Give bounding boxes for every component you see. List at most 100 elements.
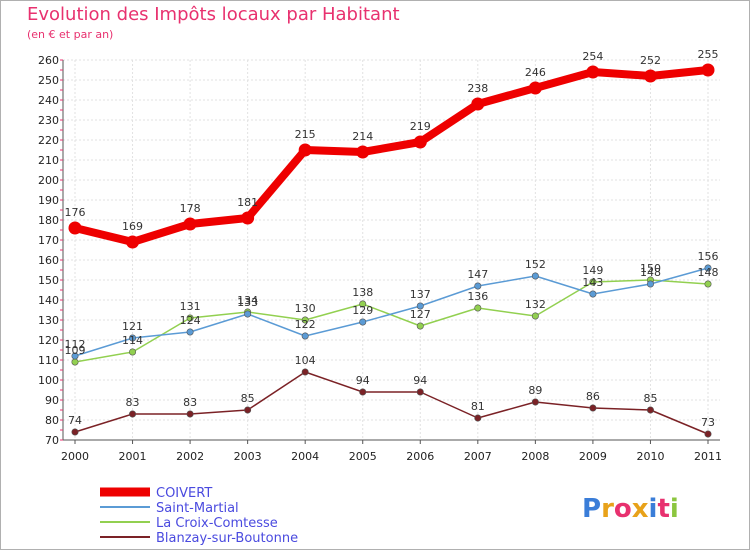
data-point — [244, 310, 252, 318]
x-tick-label: 2005 — [349, 450, 377, 463]
data-point — [531, 272, 539, 280]
y-tick-label: 110 — [38, 354, 59, 367]
data-point — [704, 430, 712, 438]
y-tick-label: 150 — [38, 274, 59, 287]
legend-entry: Saint-Martial — [156, 501, 239, 516]
y-tick-label: 210 — [38, 154, 59, 167]
data-point — [416, 388, 424, 396]
plot-area — [63, 60, 720, 440]
data-point — [301, 368, 309, 376]
x-tick-label: 2004 — [291, 450, 319, 463]
data-point — [704, 280, 712, 288]
data-point — [474, 414, 482, 422]
data-label: 112 — [65, 338, 86, 351]
data-point — [244, 406, 252, 414]
data-label: 219 — [410, 120, 431, 133]
data-point — [359, 318, 367, 326]
legend-entry: COIVERT — [156, 486, 212, 501]
data-label: 136 — [467, 290, 488, 303]
data-label: 94 — [413, 374, 427, 387]
data-label: 137 — [410, 288, 431, 301]
data-label: 130 — [295, 302, 316, 315]
data-point — [71, 352, 79, 360]
data-point — [359, 300, 367, 308]
data-label: 252 — [640, 54, 661, 67]
chart-subtitle: (en € et par an) — [27, 28, 114, 41]
x-tick-label: 2002 — [176, 450, 204, 463]
data-point — [356, 145, 370, 159]
data-label: 215 — [295, 128, 316, 141]
y-tick-label: 80 — [45, 414, 59, 427]
data-point — [126, 235, 140, 249]
data-label: 246 — [525, 66, 546, 79]
y-tick-label: 190 — [38, 194, 59, 207]
data-point — [129, 348, 137, 356]
data-label: 74 — [68, 414, 82, 427]
data-label: 176 — [65, 206, 86, 219]
data-point — [589, 278, 597, 286]
data-label: 148 — [640, 266, 661, 279]
data-label: 178 — [180, 202, 201, 215]
data-point — [301, 332, 309, 340]
x-tick-label: 2008 — [521, 450, 549, 463]
data-point — [474, 282, 482, 290]
data-label: 94 — [356, 374, 370, 387]
data-point — [301, 316, 309, 324]
data-point — [359, 388, 367, 396]
data-point — [646, 406, 654, 414]
y-tick-label: 230 — [38, 114, 59, 127]
data-point — [129, 410, 137, 418]
data-label: 127 — [410, 308, 431, 321]
x-tick-label: 2006 — [406, 450, 434, 463]
data-label: 109 — [65, 344, 86, 357]
data-label: 238 — [467, 82, 488, 95]
data-label: 148 — [698, 266, 719, 279]
data-label: 152 — [525, 258, 546, 271]
data-label: 83 — [126, 396, 140, 409]
data-label: 86 — [586, 390, 600, 403]
x-tick-label: 2009 — [579, 450, 607, 463]
data-point — [643, 69, 657, 83]
data-label: 254 — [582, 50, 603, 63]
data-label: 156 — [698, 250, 719, 263]
data-point — [589, 404, 597, 412]
data-point — [704, 264, 712, 272]
y-tick-label: 240 — [38, 94, 59, 107]
data-label: 149 — [582, 264, 603, 277]
data-label: 124 — [180, 314, 201, 327]
data-point — [416, 302, 424, 310]
x-tick-label: 2010 — [636, 450, 664, 463]
data-label: 121 — [122, 320, 143, 333]
data-point — [416, 322, 424, 330]
y-tick-label: 160 — [38, 254, 59, 267]
legend-entry: Blanzay-sur-Boutonne — [156, 531, 298, 546]
data-label: 129 — [352, 304, 373, 317]
data-label: 104 — [295, 354, 316, 367]
data-label: 134 — [237, 294, 258, 307]
data-point — [186, 328, 194, 336]
y-tick-label: 90 — [45, 394, 59, 407]
data-point — [186, 410, 194, 418]
data-point — [241, 211, 255, 225]
data-label: 214 — [352, 130, 373, 143]
y-tick-label: 180 — [38, 214, 59, 227]
data-label: 133 — [237, 296, 258, 309]
data-point — [129, 334, 137, 342]
y-tick-label: 250 — [38, 74, 59, 87]
y-tick-label: 70 — [45, 434, 59, 447]
data-label: 255 — [698, 48, 719, 61]
y-tick-label: 220 — [38, 134, 59, 147]
data-label: 89 — [528, 384, 542, 397]
legend-entry: La Croix-Comtesse — [156, 516, 278, 531]
data-point — [68, 221, 82, 235]
y-tick-label: 170 — [38, 234, 59, 247]
data-point — [701, 63, 715, 77]
data-label: 132 — [525, 298, 546, 311]
data-point — [183, 217, 197, 231]
x-tick-label: 2011 — [694, 450, 722, 463]
data-point — [186, 314, 194, 322]
data-label: 138 — [352, 286, 373, 299]
chart-title: Evolution des Impôts locaux par Habitant — [27, 4, 400, 25]
data-label: 85 — [643, 392, 657, 405]
x-tick-label: 2007 — [464, 450, 492, 463]
